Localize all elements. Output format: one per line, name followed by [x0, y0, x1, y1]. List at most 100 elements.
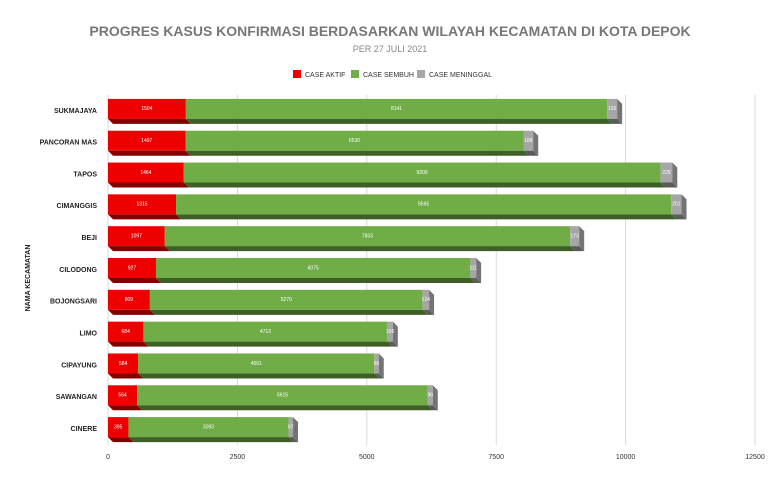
- bar-depth: [579, 226, 585, 252]
- bar-depth: [288, 437, 299, 443]
- bar-face: [523, 130, 534, 151]
- bar-segment: 9565: [176, 194, 677, 220]
- data-label: 6075: [308, 265, 319, 271]
- bar-face: [671, 194, 682, 215]
- bar-depth: [128, 437, 294, 443]
- bar-face: [137, 385, 428, 406]
- legend-label: CASE SEMBUH: [363, 72, 414, 79]
- x-tick-label: 12500: [745, 454, 765, 461]
- bar-segment: 106: [386, 321, 398, 347]
- bar-face: [183, 162, 661, 183]
- bar-face: [607, 98, 618, 119]
- bar-depth: [185, 118, 613, 124]
- data-label: 8141: [391, 106, 402, 112]
- bar-face: [108, 385, 138, 406]
- bar-segment: 124: [422, 289, 435, 315]
- bar-depth: [672, 162, 678, 188]
- data-label: 96: [428, 393, 434, 399]
- bar-depth: [392, 321, 398, 347]
- bar-depth: [387, 341, 398, 347]
- bar-face: [374, 353, 379, 374]
- data-label: 106: [386, 329, 395, 335]
- bar-depth: [108, 150, 191, 156]
- bar-face: [108, 194, 177, 215]
- chart-subtitle: PER 27 JULI 2021: [353, 44, 428, 54]
- data-label: 1097: [131, 234, 142, 240]
- bar-segment: 8141: [185, 98, 613, 124]
- bar-depth: [470, 278, 482, 283]
- bar-segment: 1097: [108, 226, 170, 252]
- bar-face: [149, 289, 423, 310]
- bar-depth: [533, 130, 539, 156]
- bar-segment: 229: [660, 162, 678, 188]
- category-label: CIMANGGIS: [57, 203, 98, 210]
- bar-face: [185, 130, 524, 151]
- legend-swatch: [351, 70, 359, 78]
- bar-depth: [149, 309, 428, 315]
- data-label: 9565: [418, 202, 429, 208]
- bar-segment: 3093: [128, 417, 294, 443]
- bar-segment: 5270: [149, 289, 428, 315]
- bar-depth: [108, 309, 155, 315]
- category-label: BOJONGSARI: [50, 299, 97, 306]
- bar-face: [138, 353, 375, 374]
- category-label: SUKMAJAYA: [54, 108, 97, 115]
- bar-face: [155, 258, 471, 278]
- data-label: 111: [469, 265, 477, 271]
- x-tick-label: 0: [106, 454, 110, 461]
- bar-depth: [137, 405, 433, 411]
- bar-depth: [108, 405, 143, 411]
- bar-segment: 111: [469, 258, 482, 283]
- data-label: 124: [422, 297, 431, 303]
- category-label: BEJI: [81, 235, 97, 242]
- bar-face: [108, 162, 184, 183]
- category-label: TAPOS: [73, 171, 97, 178]
- bar-face: [143, 321, 388, 342]
- legend-label: CASE MENINGGAL: [429, 72, 492, 79]
- data-label: 5615: [277, 393, 288, 399]
- bar-depth: [108, 437, 134, 443]
- bar-depth: [108, 341, 149, 347]
- bar-depth: [422, 309, 435, 315]
- data-label: 5270: [281, 297, 292, 303]
- data-label: 584: [119, 361, 128, 367]
- bar-segment: 395: [108, 417, 134, 443]
- bar-segment: 188: [523, 130, 539, 156]
- bar-depth: [432, 385, 438, 411]
- bar-face: [185, 98, 608, 119]
- bar-face: [470, 258, 477, 278]
- data-label: 1315: [136, 202, 147, 208]
- bar-face: [288, 417, 294, 438]
- bar-face: [427, 385, 433, 406]
- data-label: 229: [662, 170, 671, 176]
- data-label: 201: [672, 202, 681, 208]
- bar-depth: [671, 214, 687, 220]
- bar-face: [108, 353, 139, 374]
- category-label: CILODONG: [59, 267, 97, 274]
- bar-segment: 201: [671, 194, 687, 220]
- bar-depth: [138, 373, 380, 379]
- bar-segment: 1504: [108, 98, 191, 124]
- bar-segment: 9209: [183, 162, 666, 188]
- bar-face: [422, 289, 430, 310]
- bar-depth: [523, 150, 539, 156]
- bar-depth: [176, 214, 677, 220]
- bar-segment: 6530: [185, 130, 529, 156]
- bar-segment: 1464: [108, 162, 189, 188]
- data-label: 6530: [349, 138, 360, 144]
- bar-face: [164, 226, 571, 247]
- bar-depth: [185, 150, 529, 156]
- data-label: 927: [128, 265, 137, 271]
- data-label: 684: [122, 329, 131, 335]
- bar-face: [108, 226, 165, 247]
- bar-depth: [164, 246, 576, 252]
- bar-face: [108, 289, 150, 310]
- bar-segment: 564: [108, 385, 143, 411]
- legend-label: CASE AKTIF: [305, 72, 345, 79]
- bar-segment: 1497: [108, 130, 191, 156]
- bar-depth: [374, 373, 384, 379]
- bar-depth: [108, 182, 189, 188]
- data-label: 1464: [140, 170, 151, 176]
- bar-face: [128, 417, 289, 438]
